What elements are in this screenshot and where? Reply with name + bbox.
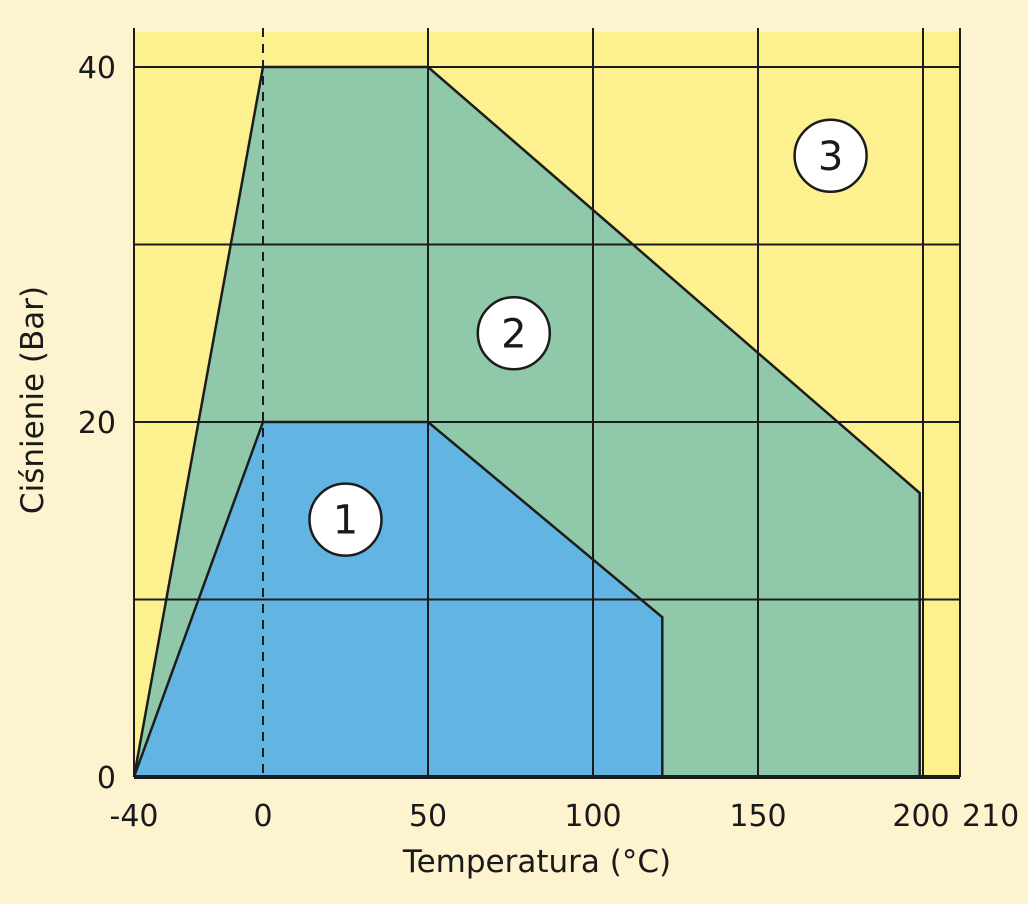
region-2-badge <box>476 296 552 371</box>
x-tick-label-0: 0 <box>253 799 272 834</box>
x-tick-label-200: 200 <box>892 799 949 834</box>
x-tick-label-100: 100 <box>564 799 621 834</box>
y-tick-label-40: 40 <box>78 51 116 86</box>
y-axis-title: Ciśnienie (Bar) <box>15 286 51 514</box>
y-tick-label-0: 0 <box>97 761 116 796</box>
x-tick-label--40: -40 <box>110 799 159 834</box>
region-2-boundary <box>132 65 921 778</box>
x-tick-label-50: 50 <box>409 799 447 834</box>
region-1-boundary <box>132 420 664 778</box>
region-1-label: 1 <box>333 498 358 544</box>
region-1-badge <box>308 482 383 557</box>
x-tick-label-150: 150 <box>729 799 786 834</box>
y-tick-label-20: 20 <box>78 406 116 441</box>
boundary-layer <box>132 65 921 778</box>
x-axis-title: Temperatura (°C) <box>402 844 671 880</box>
grid-layer <box>133 28 961 779</box>
region-3-badge <box>793 118 868 193</box>
x-tick-label-210: 210 <box>962 799 1019 834</box>
region-3-label: 3 <box>818 134 843 180</box>
region-2-label: 2 <box>501 311 526 357</box>
